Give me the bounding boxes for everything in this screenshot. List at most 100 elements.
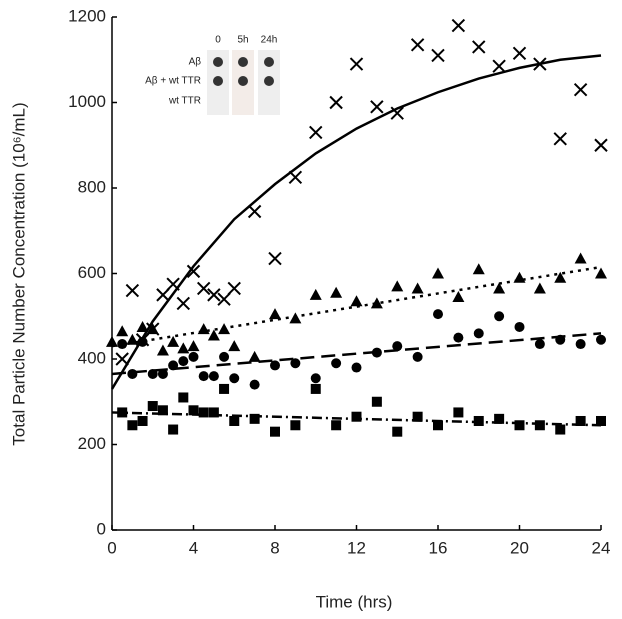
square-marker bbox=[412, 411, 423, 422]
circle-marker bbox=[351, 362, 362, 373]
square-marker bbox=[331, 420, 342, 431]
square-marker bbox=[249, 413, 260, 424]
y-tick-label: 400 bbox=[78, 348, 106, 367]
blot-dot bbox=[264, 76, 274, 86]
triangle-marker bbox=[452, 291, 465, 303]
cross-marker bbox=[451, 18, 466, 33]
circle-marker bbox=[514, 321, 525, 332]
cross-marker bbox=[553, 132, 567, 146]
y-tick-label: 600 bbox=[78, 263, 106, 282]
square-marker bbox=[494, 413, 505, 424]
triangle-marker bbox=[269, 308, 281, 320]
cross-marker bbox=[217, 292, 231, 306]
cross-marker bbox=[573, 82, 588, 97]
circle-marker bbox=[249, 379, 260, 390]
square-marker bbox=[453, 407, 464, 418]
circle-marker bbox=[178, 356, 189, 367]
cross-marker bbox=[309, 125, 323, 140]
triangle-marker bbox=[187, 340, 200, 352]
circle-marker bbox=[157, 368, 168, 379]
cross-marker bbox=[410, 38, 425, 52]
circle-marker bbox=[473, 328, 484, 339]
triangle-marker bbox=[370, 297, 383, 309]
inset-row-label: Aβ bbox=[189, 57, 202, 68]
square-marker bbox=[371, 396, 382, 407]
blot-dot bbox=[238, 76, 248, 86]
triangle-marker bbox=[228, 340, 241, 352]
triangle-marker bbox=[350, 295, 363, 307]
triangle-marker bbox=[391, 280, 404, 292]
circle-marker bbox=[208, 371, 219, 382]
circle-marker bbox=[392, 341, 403, 352]
square-marker bbox=[198, 407, 209, 418]
y-tick-label: 1200 bbox=[68, 6, 106, 25]
blot-dot bbox=[213, 76, 223, 86]
square-marker bbox=[290, 420, 301, 431]
circle-marker bbox=[290, 358, 301, 369]
x-tick-label: 0 bbox=[107, 538, 116, 557]
triangle-marker bbox=[248, 350, 261, 362]
triangle-marker bbox=[411, 282, 424, 294]
cross-marker bbox=[196, 281, 211, 296]
y-tick-label: 0 bbox=[97, 519, 106, 538]
square-marker bbox=[514, 420, 525, 431]
triangle-marker bbox=[472, 263, 485, 275]
triangle-marker bbox=[106, 335, 118, 347]
cross-marker bbox=[594, 138, 608, 152]
fit-line bbox=[111, 332, 602, 376]
triangle-marker bbox=[574, 252, 587, 264]
circle-marker bbox=[127, 368, 138, 379]
square-marker bbox=[157, 405, 168, 416]
square-marker bbox=[147, 401, 158, 412]
inset-row-label: Aβ + wt TTR bbox=[145, 76, 201, 87]
y-tick-label: 200 bbox=[78, 434, 106, 453]
square-marker bbox=[208, 407, 219, 418]
triangle-marker bbox=[493, 282, 506, 294]
cross-marker bbox=[227, 281, 241, 296]
triangle-marker bbox=[330, 286, 343, 298]
circle-marker bbox=[433, 309, 443, 320]
fit-line bbox=[110, 54, 602, 390]
x-tick-label: 4 bbox=[189, 538, 198, 557]
triangle-marker bbox=[595, 267, 607, 279]
square-marker bbox=[178, 392, 189, 403]
cross-marker bbox=[431, 48, 445, 63]
triangle-marker bbox=[167, 335, 180, 347]
cross-marker bbox=[125, 283, 140, 298]
circle-marker bbox=[453, 332, 464, 343]
square-marker bbox=[555, 424, 566, 435]
x-tick-label: 16 bbox=[429, 538, 448, 557]
cross-marker bbox=[156, 288, 170, 302]
triangle-marker bbox=[156, 344, 169, 356]
triangle-marker bbox=[432, 267, 444, 279]
square-marker bbox=[392, 426, 403, 437]
circle-marker bbox=[534, 339, 545, 350]
square-marker bbox=[127, 420, 138, 431]
blot-dot bbox=[238, 57, 248, 67]
square-marker bbox=[534, 420, 545, 431]
circle-marker bbox=[596, 334, 606, 345]
square-marker bbox=[270, 426, 280, 437]
square-marker bbox=[433, 420, 443, 431]
circle-marker bbox=[575, 339, 586, 350]
square-marker bbox=[168, 424, 179, 435]
fit-line bbox=[111, 265, 602, 348]
x-tick-label: 24 bbox=[592, 538, 611, 557]
inset-blot: 0 5h 24h Aβ Aβ + wt TTR wt TTR bbox=[145, 35, 280, 115]
square-marker bbox=[137, 415, 148, 426]
circle-marker bbox=[188, 351, 199, 362]
triangle-marker bbox=[207, 329, 220, 341]
triangle-marker bbox=[146, 323, 159, 335]
triangle-marker bbox=[116, 325, 129, 337]
cross-marker bbox=[512, 46, 527, 61]
square-marker bbox=[351, 411, 362, 422]
x-tick-label: 12 bbox=[347, 538, 366, 557]
circle-marker bbox=[331, 358, 342, 369]
triangle-marker bbox=[533, 282, 546, 294]
circle-marker bbox=[412, 351, 423, 362]
circle-marker bbox=[229, 373, 240, 384]
cross-marker bbox=[492, 59, 506, 73]
circle-marker bbox=[270, 360, 280, 371]
triangle-marker bbox=[136, 320, 149, 332]
square-marker bbox=[596, 415, 606, 426]
